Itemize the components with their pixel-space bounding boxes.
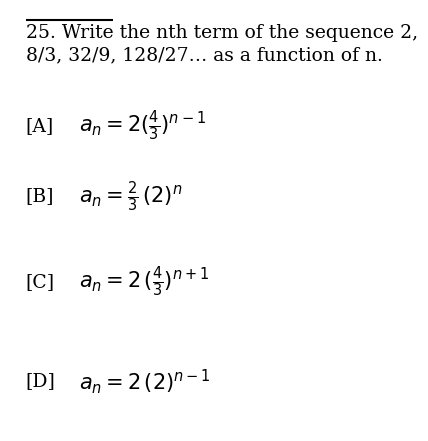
Text: [B]: [B]	[26, 187, 54, 205]
Text: $a_n = \frac{2}{3}\,(2)^{n}$: $a_n = \frac{2}{3}\,(2)^{n}$	[79, 179, 183, 213]
Text: [C]: [C]	[26, 273, 55, 291]
Text: 25. Write the nth term of the sequence 2,: 25. Write the nth term of the sequence 2…	[26, 24, 418, 42]
Text: [D]: [D]	[26, 373, 56, 390]
Text: 8/3, 32/9, 128/27… as a function of n.: 8/3, 32/9, 128/27… as a function of n.	[26, 46, 383, 64]
Text: [A]: [A]	[26, 117, 54, 135]
Text: $a_n = 2\,(2)^{n-1}$: $a_n = 2\,(2)^{n-1}$	[79, 367, 211, 396]
Text: $a_n = 2\,(\frac{4}{3})^{n+1}$: $a_n = 2\,(\frac{4}{3})^{n+1}$	[79, 265, 210, 299]
Text: $a_n = 2(\frac{4}{3})^{n-1}$: $a_n = 2(\frac{4}{3})^{n-1}$	[79, 108, 206, 143]
